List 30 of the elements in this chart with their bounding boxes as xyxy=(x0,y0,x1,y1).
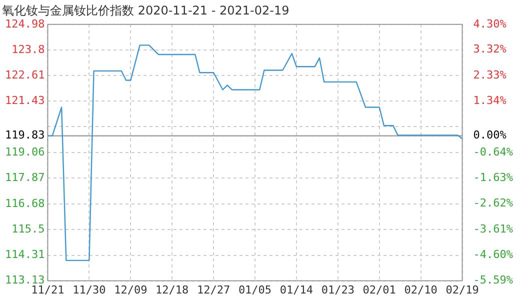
y2-tick-label: 3.32% xyxy=(473,42,507,56)
y2-tick-label: -1.63% xyxy=(473,170,514,184)
y2-tick-label: -0.64% xyxy=(473,145,514,158)
x-tick-label: 01/14 xyxy=(280,283,314,296)
x-tick-label: 02/01 xyxy=(362,283,396,296)
y2-tick-label: -4.60% xyxy=(473,248,514,261)
y2-tick-label: 2.33% xyxy=(473,68,507,82)
x-tick-label: 11/30 xyxy=(72,283,106,296)
y-tick-label: 123.8 xyxy=(12,42,45,56)
y-tick-label: 124.98 xyxy=(4,17,45,30)
y-tick-label: 116.68 xyxy=(4,196,45,210)
x-tick-label: 12/18 xyxy=(156,283,189,296)
y2-tick-label: -3.61% xyxy=(473,222,514,236)
y-tick-label: 119.83 xyxy=(4,128,45,142)
y-tick-label: 114.31 xyxy=(4,248,45,262)
chart-title: 氧化钕与金属钕比价指数 2020-11-21 - 2021-02-19 xyxy=(2,3,290,18)
x-tick-label: 02/10 xyxy=(404,283,438,296)
y2-tick-label: 4.30% xyxy=(473,17,507,30)
y-tick-label: 121.43 xyxy=(4,94,45,108)
y2-tick-label: 0.00% xyxy=(473,128,507,142)
y2-tick-label: -2.62% xyxy=(473,196,514,210)
x-tick-label: 01/05 xyxy=(238,283,272,296)
y-tick-label: 117.87 xyxy=(4,171,45,184)
y-tick-label: 119.06 xyxy=(4,145,45,158)
x-tick-label: 12/27 xyxy=(196,283,230,296)
y-tick-label: 115.5 xyxy=(12,222,45,236)
x-tick-label: 12/09 xyxy=(114,283,148,296)
y-tick-label: 122.61 xyxy=(4,68,45,82)
y2-tick-label: 1.34% xyxy=(473,94,507,107)
x-tick-label: 01/23 xyxy=(321,283,354,296)
